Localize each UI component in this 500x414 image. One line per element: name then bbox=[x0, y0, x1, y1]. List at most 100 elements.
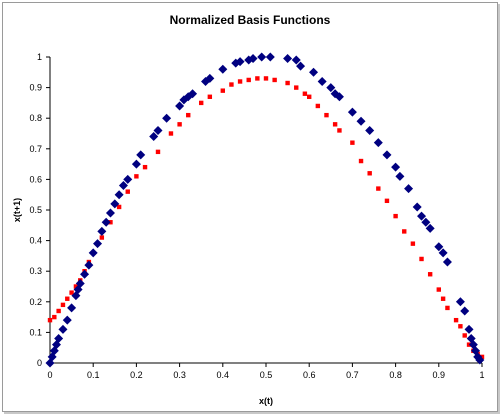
diamond-point bbox=[334, 92, 344, 102]
diamond-point bbox=[75, 278, 85, 288]
diamond-point bbox=[317, 76, 327, 86]
x-tick-label: 0.5 bbox=[260, 370, 273, 380]
square-point bbox=[294, 85, 299, 90]
diamond-point bbox=[283, 54, 293, 64]
diamond-point bbox=[123, 174, 133, 184]
diamond-point bbox=[417, 211, 427, 221]
diamond-point bbox=[265, 52, 275, 62]
x-axis-label: x(t) bbox=[259, 396, 273, 406]
square-point bbox=[73, 284, 79, 289]
diamond-point bbox=[101, 217, 111, 227]
x-tick-label: 0.4 bbox=[217, 370, 230, 380]
square-point bbox=[199, 100, 204, 106]
diamond-point bbox=[80, 269, 90, 279]
x-tick-label: 0.9 bbox=[433, 370, 446, 380]
square-point bbox=[263, 76, 269, 81]
diamond-point bbox=[136, 150, 146, 160]
diamond-point bbox=[162, 113, 172, 123]
diamond-point bbox=[395, 171, 405, 181]
square-point bbox=[116, 204, 122, 210]
diamond-point bbox=[131, 159, 141, 169]
diamond-point bbox=[67, 303, 77, 313]
square-point bbox=[410, 241, 416, 246]
square-point bbox=[458, 324, 463, 329]
y-tick-label: 0.9 bbox=[29, 83, 42, 93]
x-tick-label: 0.1 bbox=[87, 370, 100, 380]
diamond-point bbox=[464, 324, 474, 334]
diamond-point bbox=[356, 116, 366, 126]
square-point bbox=[419, 256, 424, 262]
y-tick-label: 0.7 bbox=[29, 144, 42, 154]
square-point bbox=[462, 333, 467, 338]
chart-title: Normalized Basis Functions bbox=[170, 13, 331, 27]
square-point bbox=[337, 128, 342, 133]
square-point bbox=[436, 287, 441, 292]
diamond-point bbox=[425, 223, 435, 233]
x-tick-label: 0.7 bbox=[346, 370, 359, 380]
diamond-point bbox=[105, 208, 115, 218]
square-point bbox=[246, 77, 251, 83]
square-point bbox=[445, 305, 450, 311]
square-point bbox=[302, 91, 308, 96]
square-point bbox=[307, 94, 312, 99]
diamond-point bbox=[93, 239, 103, 249]
square-point bbox=[177, 122, 182, 127]
square-point bbox=[367, 171, 372, 176]
diamond-point bbox=[153, 125, 163, 135]
square-point bbox=[69, 290, 74, 295]
diamond-point bbox=[54, 334, 64, 344]
square-point bbox=[207, 94, 213, 99]
diamond-point bbox=[421, 217, 431, 227]
diamond-point bbox=[149, 132, 159, 142]
diamond-point bbox=[455, 297, 465, 307]
square-point bbox=[134, 174, 139, 179]
diamond-point bbox=[291, 55, 301, 65]
y-tick-label: 0.4 bbox=[29, 236, 42, 246]
diamond-point bbox=[365, 125, 375, 135]
square-point bbox=[272, 77, 277, 83]
square-point bbox=[393, 213, 398, 219]
y-tick-label: 0.1 bbox=[29, 327, 42, 337]
diamond-point bbox=[62, 315, 72, 325]
x-tick-label: 1 bbox=[479, 370, 484, 380]
diamond-point bbox=[438, 248, 448, 258]
square-point bbox=[229, 82, 234, 87]
y-tick-label: 0 bbox=[37, 358, 42, 368]
x-tick-label: 0.8 bbox=[389, 370, 402, 380]
diamond-point bbox=[391, 162, 401, 172]
square-point bbox=[56, 308, 61, 314]
y-tick-label: 0.2 bbox=[29, 297, 42, 307]
diamond-point bbox=[257, 52, 267, 62]
y-tick-label: 1 bbox=[37, 52, 42, 62]
diamond-point bbox=[460, 306, 470, 316]
diamond-point bbox=[118, 181, 128, 191]
square-point bbox=[125, 189, 130, 194]
square-point bbox=[376, 186, 381, 191]
square-point bbox=[440, 296, 446, 301]
diamond-point bbox=[114, 190, 124, 200]
square-point bbox=[60, 302, 66, 308]
diamond-point bbox=[188, 89, 198, 99]
x-tick-label: 0.3 bbox=[173, 370, 186, 380]
diamond-point bbox=[442, 257, 452, 267]
diamond-point bbox=[326, 83, 336, 93]
square-point bbox=[384, 198, 390, 204]
square-point bbox=[142, 164, 148, 170]
square-point bbox=[220, 88, 225, 93]
x-tick-label: 0 bbox=[47, 370, 52, 380]
square-point bbox=[47, 317, 53, 323]
diamond-point bbox=[347, 107, 357, 117]
diamond-point bbox=[373, 138, 383, 148]
diamond-point bbox=[248, 54, 258, 64]
x-tick-label: 0.6 bbox=[303, 370, 316, 380]
diamond-point bbox=[382, 150, 392, 160]
square-point bbox=[427, 272, 433, 277]
square-point bbox=[324, 112, 329, 118]
square-point bbox=[65, 296, 70, 301]
y-axis-label: x(t+1) bbox=[12, 198, 22, 222]
diamond-point bbox=[475, 355, 485, 365]
diamond-point bbox=[309, 67, 319, 77]
square-point bbox=[358, 158, 364, 164]
diamond-point bbox=[434, 242, 444, 252]
